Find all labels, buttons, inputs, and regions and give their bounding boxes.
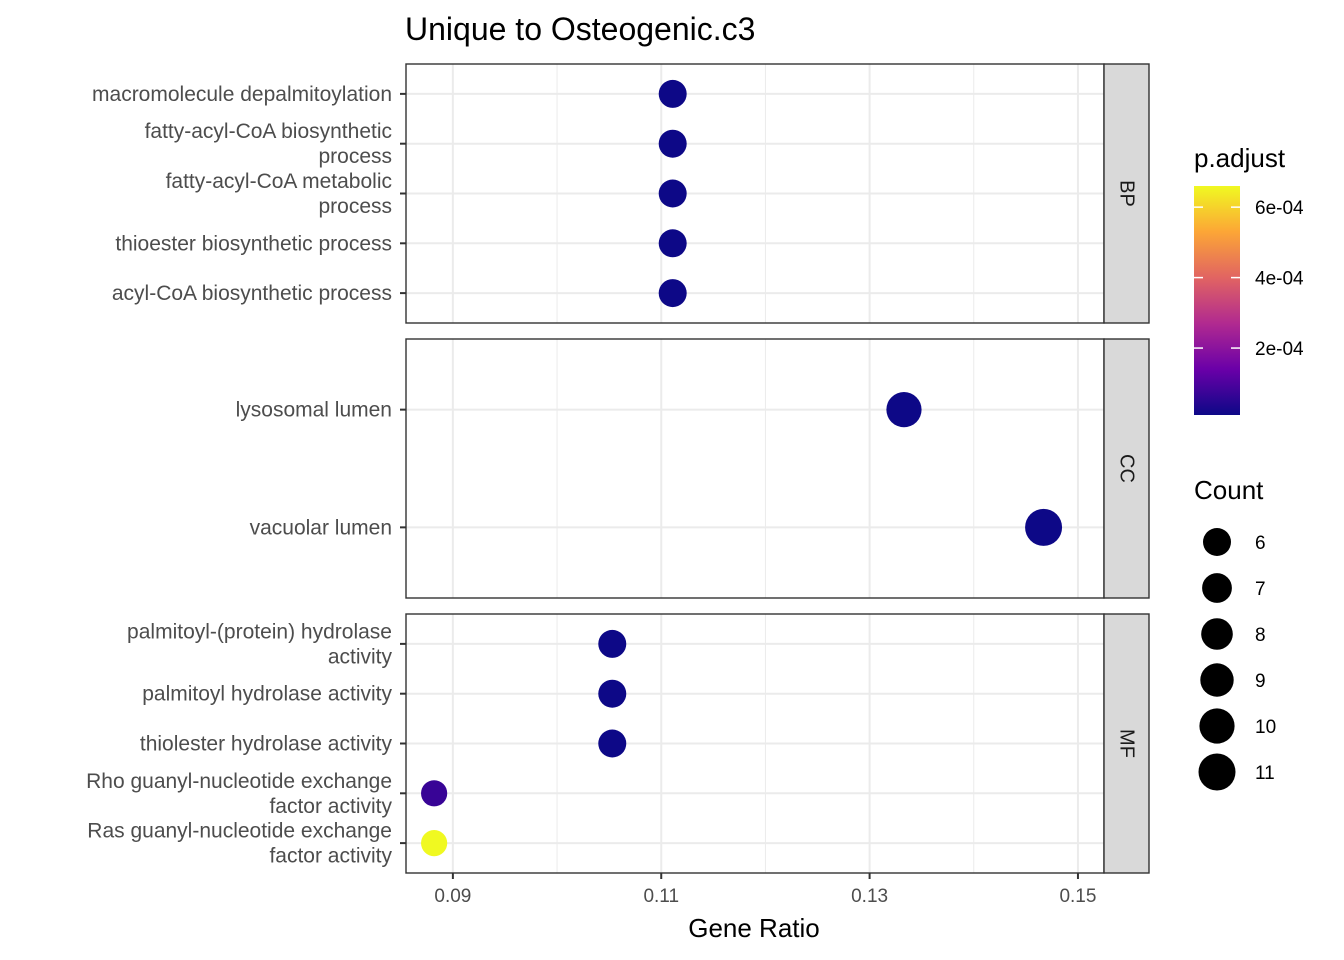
- size-legend-label: 6: [1255, 533, 1266, 554]
- color-legend-label: 4e-04: [1255, 269, 1304, 290]
- y-tick-label: process: [318, 145, 392, 168]
- x-axis: 0.09 0.11 0.13 0.15: [434, 873, 1096, 907]
- color-legend: p.adjust 2e-04 4e-04 6e-04: [1194, 143, 1304, 415]
- y-tick-label: palmitoyl hydrolase activity: [142, 683, 392, 706]
- data-point: [658, 179, 687, 208]
- color-legend-label: 6e-04: [1255, 198, 1304, 219]
- facet-panel-cc: lysosomal lumen vacuolar lumen CC: [236, 338, 1150, 599]
- y-tick-label: vacuolar lumen: [250, 516, 392, 539]
- color-bar: [1194, 186, 1240, 415]
- y-tick-label: palmitoyl-(protein) hydrolase: [127, 620, 392, 643]
- facet-panel-bp: macromolecule depalmitoylation fatty-acyl…: [92, 63, 1150, 324]
- chart-title: Unique to Osteogenic.c3: [405, 11, 755, 47]
- data-point: [658, 129, 687, 158]
- data-point: [598, 729, 627, 758]
- size-legend-label: 8: [1255, 625, 1266, 646]
- size-legend-title: Count: [1194, 475, 1264, 505]
- x-tick-label: 0.13: [851, 886, 888, 907]
- size-legend-label: 7: [1255, 579, 1266, 600]
- y-tick-label: thiolester hydrolase activity: [140, 733, 393, 756]
- data-point: [598, 629, 627, 658]
- facet-strip: [1103, 338, 1150, 599]
- y-tick-label: fatty-acyl-CoA metabolic: [166, 170, 392, 193]
- size-legend-label: 10: [1255, 717, 1276, 738]
- color-legend-label: 2e-04: [1255, 339, 1304, 360]
- facet-strip-label: CC: [1116, 454, 1138, 483]
- x-tick-label: 0.11: [643, 886, 679, 907]
- facet-panels: macromolecule depalmitoylation fatty-acyl…: [86, 63, 1150, 874]
- x-tick-label: 0.15: [1059, 886, 1096, 907]
- y-tick-label: thioester biosynthetic process: [115, 232, 392, 255]
- y-tick-label: activity: [328, 645, 393, 668]
- y-tick-label: acyl-CoA biosynthetic process: [112, 282, 392, 305]
- size-legend: Count 6 7 8 9 10 11: [1194, 475, 1276, 791]
- facet-strip-label: BP: [1116, 180, 1138, 207]
- size-legend-label: 9: [1255, 671, 1266, 692]
- y-tick-label: process: [318, 195, 392, 218]
- y-tick-label: Ras guanyl-nucleotide exchange: [87, 820, 392, 843]
- size-legend-key: [1202, 573, 1232, 603]
- data-point: [598, 679, 627, 708]
- y-tick-label: factor activity: [269, 845, 392, 868]
- size-legend-label: 11: [1255, 763, 1275, 784]
- size-legend-key: [1198, 753, 1236, 791]
- data-point: [421, 830, 448, 857]
- y-tick-label: factor activity: [269, 795, 392, 818]
- facet-strip: [1103, 63, 1150, 324]
- size-legend-key: [1203, 528, 1231, 556]
- facet-strip: [1103, 613, 1150, 874]
- data-point: [1025, 508, 1063, 546]
- color-legend-title: p.adjust: [1194, 143, 1286, 173]
- y-tick-label: fatty-acyl-CoA biosynthetic: [145, 120, 392, 143]
- data-point: [658, 279, 687, 308]
- data-point: [886, 392, 922, 428]
- size-legend-key: [1200, 663, 1234, 697]
- data-point: [658, 79, 687, 108]
- size-legend-key: [1199, 708, 1235, 744]
- panel-background: [406, 339, 1104, 598]
- y-tick-label: lysosomal lumen: [236, 399, 392, 422]
- x-tick-label: 0.09: [434, 886, 471, 907]
- facet-strip-label: MF: [1116, 729, 1138, 758]
- y-tick-label: Rho guanyl-nucleotide exchange: [86, 770, 392, 793]
- y-tick-label: macromolecule depalmitoylation: [92, 83, 392, 106]
- size-legend-key: [1201, 618, 1233, 650]
- x-axis-title: Gene Ratio: [688, 913, 820, 943]
- data-point: [658, 229, 687, 258]
- data-point: [421, 780, 448, 807]
